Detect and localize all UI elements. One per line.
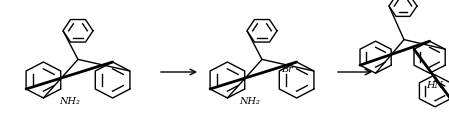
- Text: HN: HN: [426, 80, 443, 90]
- Text: NH₂: NH₂: [59, 97, 80, 106]
- Text: NH₂: NH₂: [239, 97, 260, 106]
- Text: Br: Br: [281, 64, 293, 74]
